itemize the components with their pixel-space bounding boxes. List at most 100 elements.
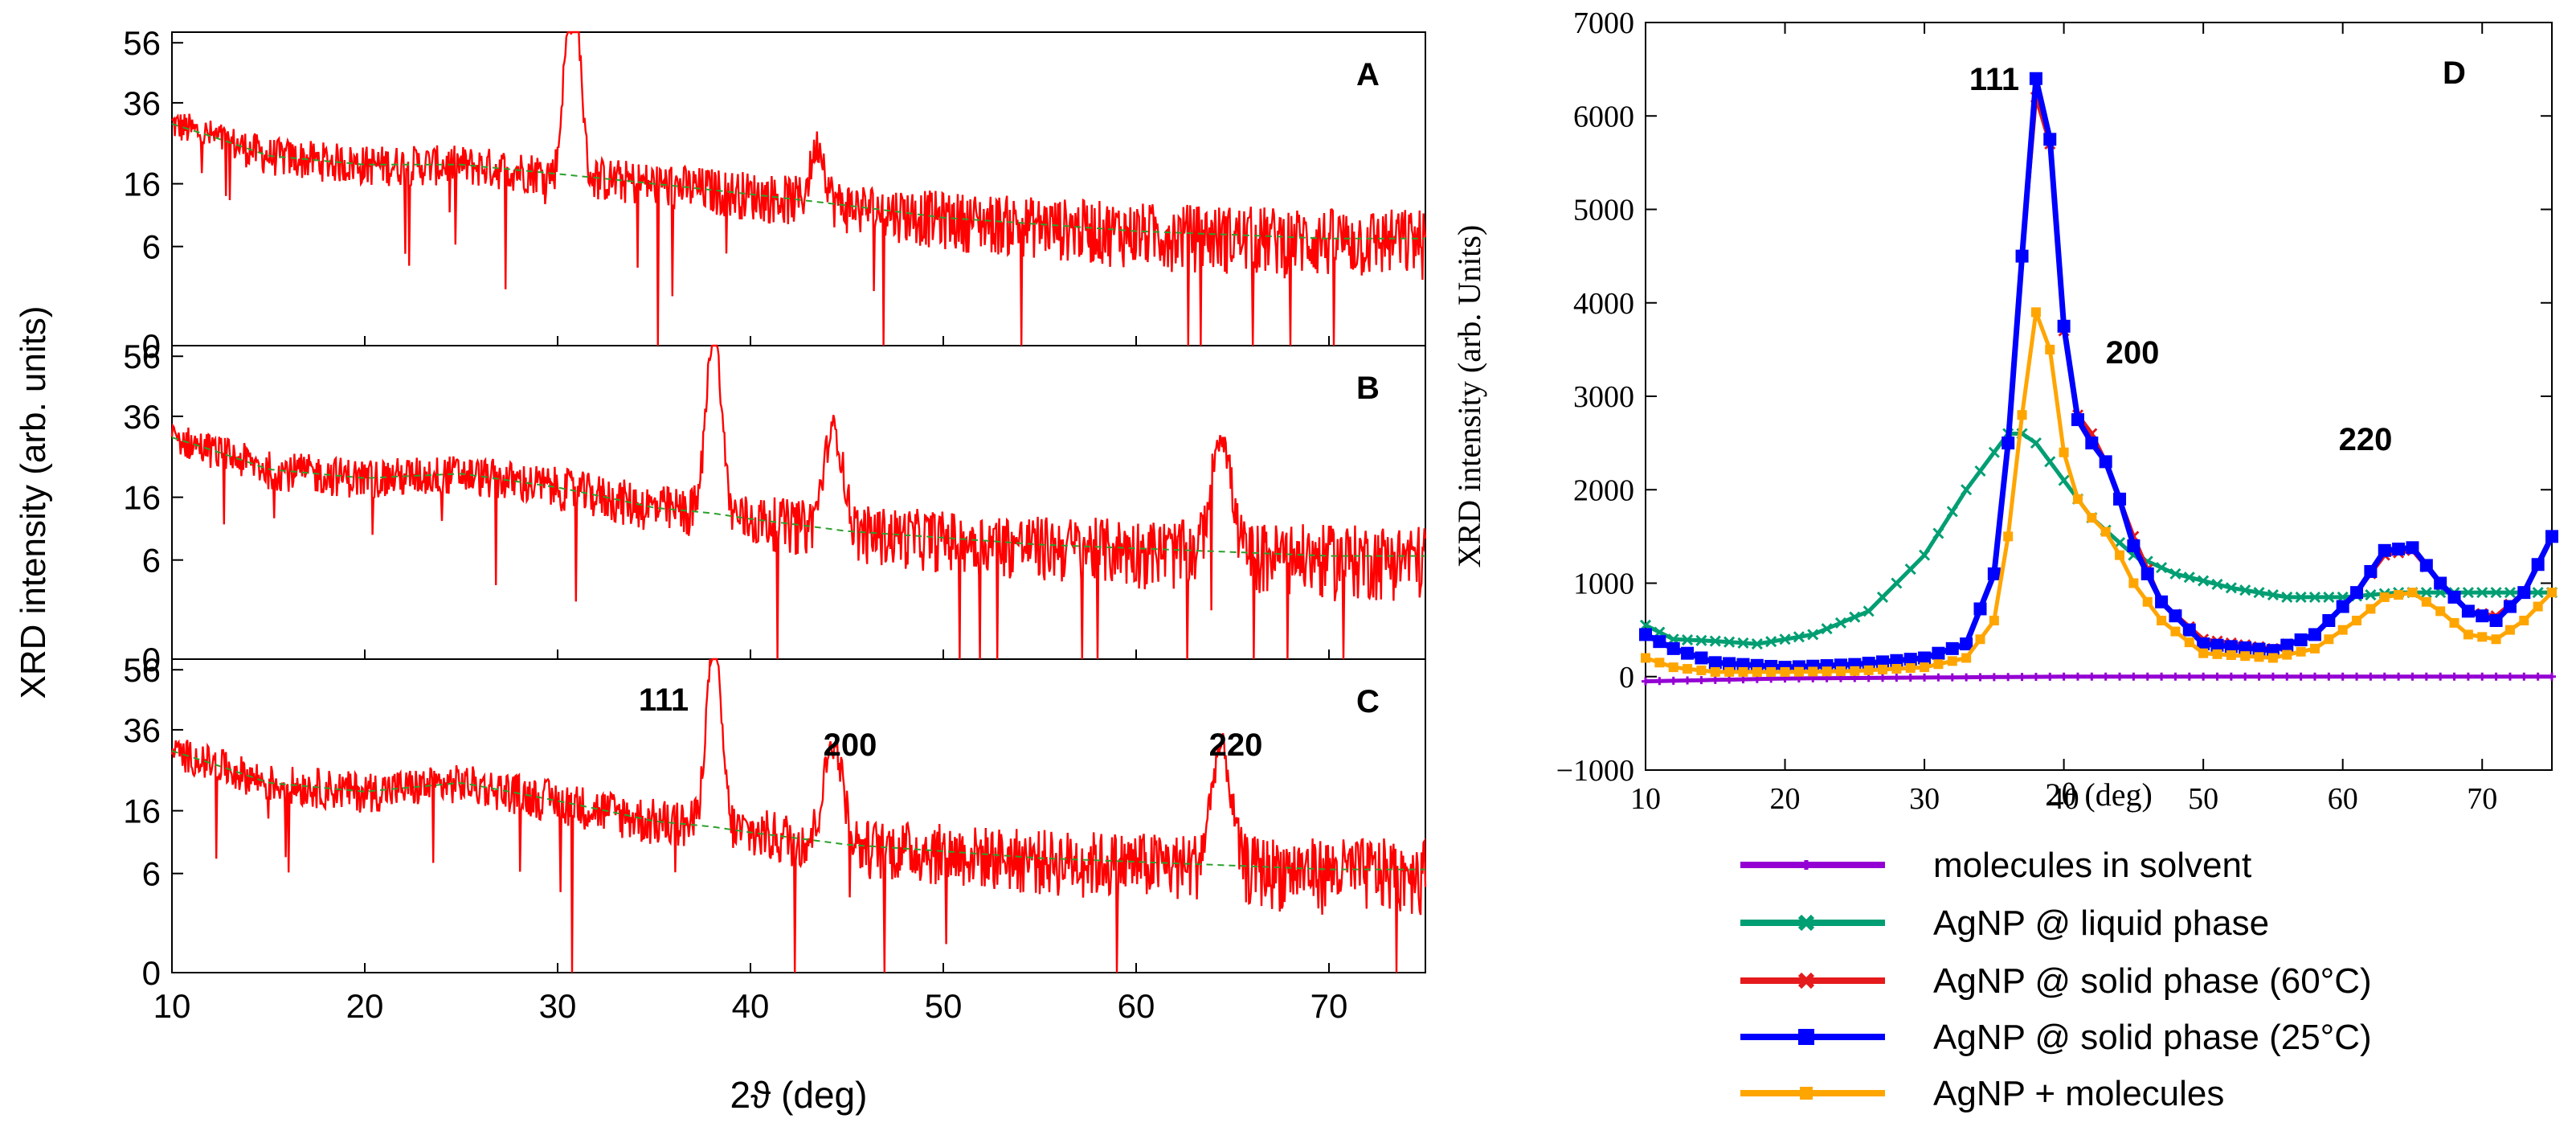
x-tick-label: 70 — [1310, 987, 1348, 1025]
data-point — [2364, 564, 2378, 578]
y-tick-label: 0 — [142, 954, 161, 992]
data-point — [2394, 590, 2404, 600]
y-tick-label: 36 — [123, 84, 161, 122]
x-tick-label: 60 — [1118, 987, 1155, 1025]
x-tick-label: 70 — [2467, 782, 2497, 816]
y-tick-label: 7000 — [1573, 6, 1634, 40]
data-point — [1808, 666, 1818, 677]
x-tick-label: 40 — [732, 987, 770, 1025]
data-point — [1641, 653, 1650, 663]
data-point — [2308, 628, 2321, 641]
data-point — [2420, 587, 2432, 599]
data-point — [2408, 672, 2417, 681]
annotation-c-200: 200 — [824, 727, 877, 763]
data-point — [2296, 672, 2305, 681]
data-point — [1723, 636, 1736, 648]
data-point — [1933, 659, 1944, 670]
data-point — [2435, 606, 2446, 617]
data-point — [2503, 600, 2517, 613]
data-point — [2143, 672, 2152, 681]
data-point — [1683, 664, 1693, 674]
data-point — [2447, 590, 2461, 604]
data-point — [2532, 587, 2544, 599]
plot-layer — [170, 31, 2558, 973]
data-point — [2280, 638, 2294, 652]
data-point — [2422, 672, 2431, 681]
fit-line-c — [171, 750, 1425, 871]
y-tick-label: 6000 — [1573, 100, 1634, 133]
data-point — [2325, 672, 2333, 681]
data-point — [2142, 596, 2153, 607]
data-point — [2101, 672, 2110, 681]
data-point — [1752, 666, 1762, 677]
data-point — [2463, 629, 2473, 640]
data-point — [2365, 604, 2376, 614]
data-point — [1765, 636, 1777, 648]
data-point — [2017, 410, 2027, 420]
data-point — [1891, 663, 1902, 674]
legend-label: AgNP + molecules — [1933, 1074, 2224, 1113]
data-point — [2030, 437, 2042, 449]
data-point — [2281, 591, 2293, 603]
data-point — [2141, 567, 2154, 580]
data-point — [1862, 605, 1875, 617]
data-point — [2241, 672, 2250, 681]
data-point — [1945, 641, 1959, 655]
data-point — [2504, 625, 2515, 635]
x-tick-label: 10 — [153, 987, 191, 1025]
data-point — [2099, 455, 2112, 469]
data-point — [1711, 675, 1719, 684]
data-point — [2308, 591, 2321, 603]
data-point — [2057, 319, 2071, 333]
data-point — [2210, 638, 2224, 652]
data-point — [1934, 673, 1943, 682]
annotation-d-111: 111 — [1969, 62, 2019, 97]
y-tick-label: −1000 — [1556, 754, 1634, 788]
data-point — [2113, 492, 2127, 506]
data-point — [2421, 596, 2431, 607]
y-tick-label: 16 — [123, 793, 161, 830]
legend-item-molecules-in-solvent: molecules in solvent — [1740, 846, 2251, 885]
data-point — [1696, 666, 1707, 675]
data-point — [2267, 588, 2279, 601]
data-point — [2059, 672, 2068, 681]
data-point — [2450, 672, 2459, 681]
data-point — [2085, 436, 2099, 450]
data-point — [2461, 604, 2475, 618]
y-tick-label: 56 — [123, 651, 161, 689]
data-point — [2350, 586, 2364, 600]
data-point — [2517, 586, 2531, 600]
data-point — [1932, 646, 1945, 660]
data-point — [1960, 637, 1973, 651]
data-point — [1793, 631, 1805, 643]
data-point — [2406, 541, 2419, 555]
data-point — [2115, 550, 2125, 560]
data-point — [1961, 653, 1972, 663]
data-point — [1849, 611, 1861, 623]
legend-label: AgNP @ solid phase (25°C) — [1933, 1018, 2372, 1057]
data-point — [2129, 672, 2138, 681]
legend-item-agnp-molecules: AgNP + molecules — [1740, 1074, 2224, 1113]
data-point — [2116, 672, 2124, 681]
data-point — [1947, 656, 1957, 666]
tick-layer — [171, 22, 2552, 973]
data-point — [2477, 632, 2488, 642]
data-point — [2059, 447, 2069, 457]
data-point — [2100, 527, 2111, 537]
data-point — [2283, 672, 2292, 681]
data-point — [1821, 623, 1833, 635]
data-point — [1948, 673, 1957, 682]
data-point — [2213, 672, 2222, 681]
data-point — [2310, 672, 2319, 681]
data-point — [2197, 637, 2210, 651]
data-point — [2504, 587, 2517, 599]
data-point — [2018, 673, 2026, 682]
data-point — [2324, 634, 2334, 645]
data-point — [2295, 591, 2307, 603]
legend-label: molecules in solvent — [1933, 846, 2251, 885]
data-point — [1834, 617, 1847, 629]
legend-item-liquid-phase: AgNP @ liquid phase — [1740, 903, 2269, 943]
y-tick-label: 6 — [142, 228, 161, 266]
data-point — [2182, 623, 2196, 637]
data-point — [1987, 567, 2001, 580]
